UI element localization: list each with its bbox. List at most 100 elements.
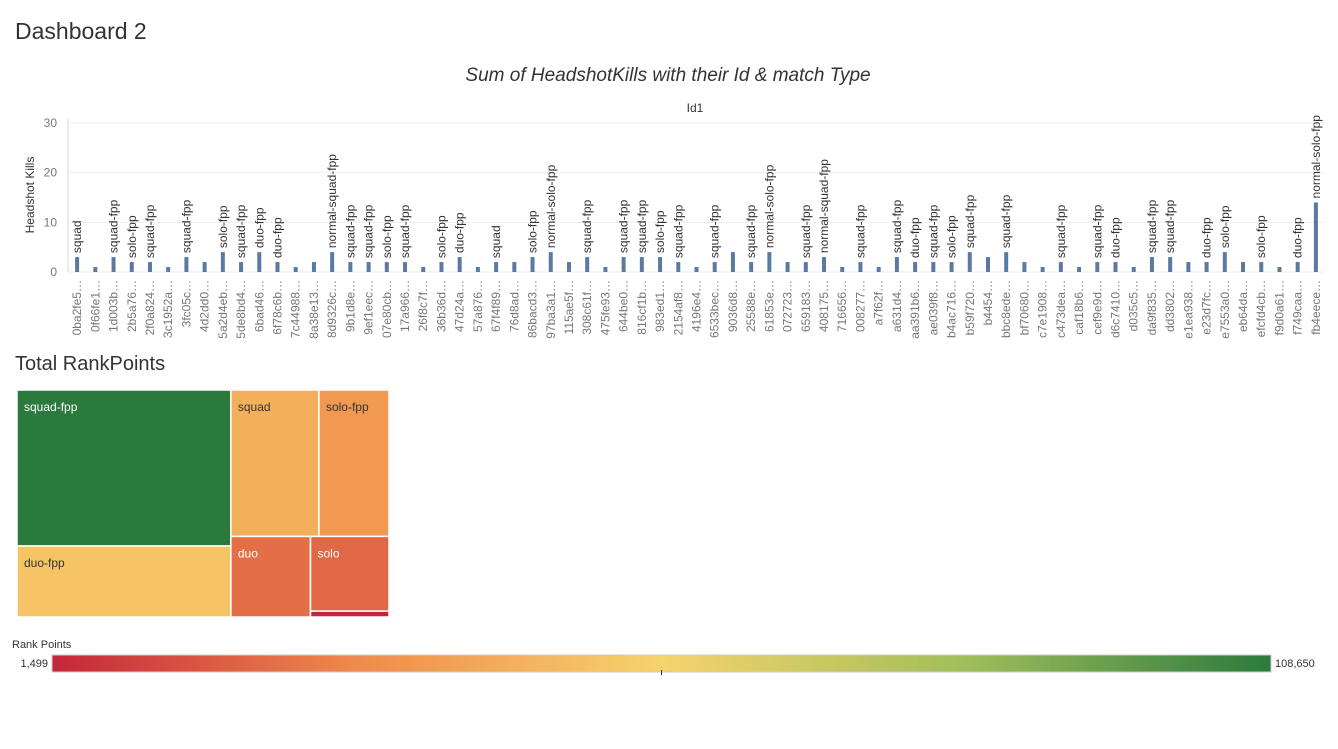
x-tick-label: caf18b6… [1072,280,1086,335]
bar [694,267,699,272]
bar-label: squad-fpp [671,204,685,258]
bar [1277,267,1282,272]
x-tick-label: 9036d8… [726,280,740,332]
x-tick-label: fb4eece… [1309,280,1323,335]
bar [111,257,116,272]
treemap-cell [318,389,390,538]
x-tick-label: 8d9326c… [325,280,339,338]
bar-label: duo-fpp [271,217,285,258]
bar-label: squad-fpp [890,199,904,253]
x-tick-label: f749caa… [1291,280,1305,335]
x-tick-label: aa391b6… [908,280,922,339]
x-tick-label: bbc8ede… [999,280,1013,338]
bar [1131,267,1136,272]
treemap-label: squad [238,400,271,414]
x-tick-label: a631d4… [890,280,904,332]
bar [967,252,972,272]
legend-min-label: 1,499 [20,658,48,670]
bar [621,257,626,272]
x-tick-label: 76d8ad… [507,280,521,332]
x-tick-label: bf70680… [1017,280,1031,335]
bar [348,262,353,272]
bar-label: solo-fpp [1218,205,1232,248]
bar [366,262,371,272]
x-tick-label: 8a38e13… [307,280,321,339]
x-tick-label: 3fc05c… [179,280,193,327]
bar [712,262,717,272]
x-tick-label: e23d7fc… [1200,280,1214,335]
x-tick-label: da9f835… [1145,280,1159,335]
bar-label: duo-fpp [252,207,266,248]
x-tick-label: 2b5a76… [125,280,139,332]
bar-label: duo-fpp [908,217,922,258]
bar [1186,262,1191,272]
bar [1259,262,1264,272]
bar [913,262,918,272]
bar [494,262,499,272]
bar [1149,257,1154,272]
x-tick-label: 9ef1eec… [362,280,376,335]
bar [166,267,171,272]
bar [1241,262,1246,272]
bar [876,267,881,272]
bar-label: squad-fpp [362,204,376,258]
bar [749,262,754,272]
bar [202,262,207,272]
bar [1168,257,1173,272]
bar-label: squad-fpp [179,199,193,253]
treemap-title: Total RankPoints [15,353,165,375]
bar-label: duo-fpp [453,212,467,253]
bar-label: squad-fpp [635,199,649,253]
bar-label: squad-fpp [963,194,977,248]
bar-label: solo-fpp [434,215,448,258]
bar [894,257,899,272]
x-tick-label: e1ea938… [1181,280,1195,339]
x-tick-label: 86bacd3… [526,280,540,338]
treemap-cell [230,535,312,618]
bar [676,262,681,272]
treemap-label: squad-fpp [24,400,78,414]
x-tick-label: 17a966… [398,280,412,332]
x-tick-label: efcfd4cb… [1254,280,1268,337]
bar [1313,202,1318,272]
y-tick-label: 10 [44,215,58,229]
bar-label: squad [70,220,84,253]
bar-label: squad-fpp [1090,204,1104,258]
bar [658,257,663,272]
bar-label: squad [489,225,503,258]
bar-label: squad-fpp [1163,199,1177,253]
bar [985,257,990,272]
bar [457,257,462,272]
x-tick-label: c473dea… [1054,280,1068,338]
treemap-label: solo [318,546,340,560]
x-tick-label: f9d0a61… [1272,280,1286,335]
x-tick-label: 67f4f89… [489,280,503,332]
bar-label: squad-fpp [708,204,722,258]
bar-label: squad-fpp [999,194,1013,248]
x-tick-label: 4196e4… [690,280,704,332]
bar-label: solo-fpp [653,210,667,253]
color-legend-bar [51,654,1272,673]
x-tick-label: b59f720… [963,280,977,335]
bar [421,267,426,272]
x-tick-label: 983ed1… [653,280,667,332]
x-tick-label: cef9e9d… [1090,280,1104,335]
x-tick-label: 3c1952a… [161,280,175,338]
bar-label: solo-fpp [1254,215,1268,258]
bar [530,257,535,272]
x-tick-label: 2154af8… [671,280,685,335]
x-tick-label: a7f62f… [872,280,886,325]
bar [184,257,189,272]
x-tick-label: b4454… [981,280,995,325]
x-tick-label: 408175… [817,280,831,332]
bar-label: squad-fpp [744,204,758,258]
bar-label: squad-fpp [580,199,594,253]
treemap-label: duo [238,546,258,560]
legend-max-label: 108,650 [1275,658,1315,670]
x-tick-label: 7c44988… [289,280,303,338]
y-axis-label: Headshot Kills [23,157,37,234]
treemap-cell [309,610,390,618]
bar-label: duo-fpp [1291,217,1305,258]
x-tick-label: 6bad46… [252,280,266,332]
bar-label: duo-fpp [1109,217,1123,258]
